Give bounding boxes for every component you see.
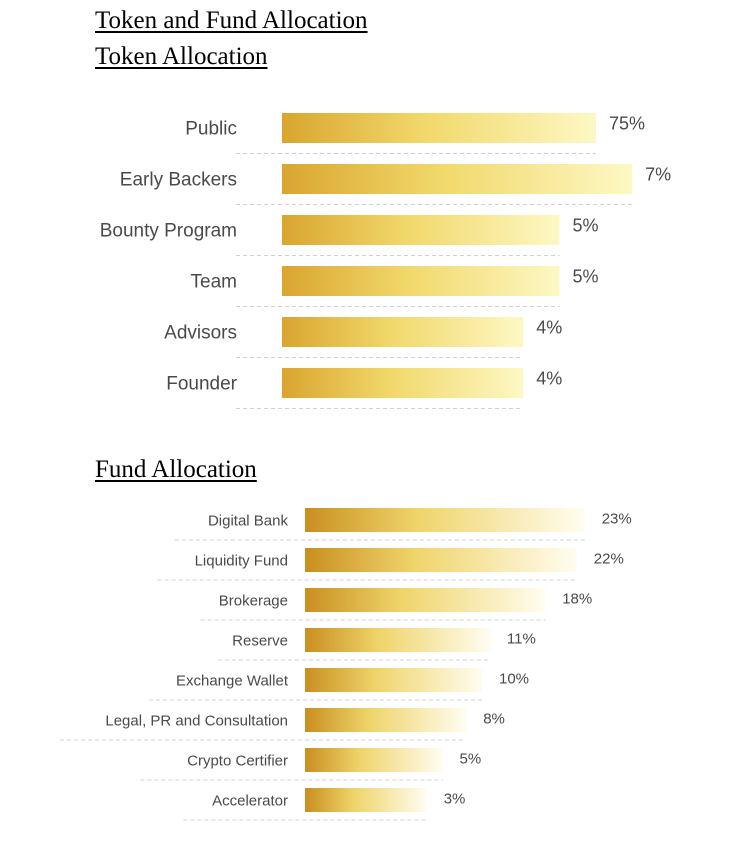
fund-value-label: 8% (483, 710, 505, 727)
fund-value-label: 5% (460, 750, 482, 767)
token-value-label: 4% (536, 317, 562, 337)
fund-bar (305, 628, 490, 652)
fund-category-label: Legal, PR and Consultation (105, 712, 288, 729)
token-bar (282, 215, 560, 245)
token-category-label: Early Backers (120, 170, 237, 191)
fund-value-label: 18% (562, 590, 592, 607)
token-category-label: Bounty Program (100, 221, 237, 242)
token-bar (282, 368, 524, 398)
fund-category-label: Reserve (232, 632, 288, 649)
fund-value-label: 10% (499, 670, 529, 687)
token-value-label: 4% (536, 368, 562, 388)
fund-category-label: Accelerator (212, 792, 288, 809)
token-category-label: Founder (166, 374, 237, 395)
fund-bar (305, 508, 585, 532)
fund-bar (305, 668, 482, 692)
fund-bar (305, 588, 546, 612)
token-allocation-title: Token Allocation (95, 43, 268, 70)
fund-value-label: 22% (594, 550, 624, 567)
fund-bar (305, 548, 577, 572)
token-category-label: Advisors (164, 323, 237, 344)
token-bar (282, 266, 560, 296)
fund-category-label: Brokerage (219, 592, 288, 609)
fund-value-label: 11% (507, 630, 536, 647)
token-value-label: 5% (573, 266, 599, 286)
fund-value-label: 3% (444, 790, 466, 807)
fund-category-label: Crypto Certifier (187, 752, 288, 769)
token-value-label: 75% (609, 113, 645, 133)
fund-bar (305, 708, 467, 732)
token-bar (282, 317, 524, 347)
fund-bar (305, 788, 427, 812)
page-title: Token and Fund Allocation (95, 7, 368, 34)
token-value-label: 7% (645, 164, 671, 184)
fund-category-label: Digital Bank (208, 512, 289, 529)
fund-category-label: Liquidity Fund (195, 552, 288, 569)
token-bar (282, 164, 633, 194)
fund-category-label: Exchange Wallet (176, 672, 289, 689)
token-value-label: 5% (573, 215, 599, 235)
fund-allocation-title: Fund Allocation (95, 456, 257, 483)
token-category-label: Public (185, 119, 237, 140)
token-bar (282, 113, 596, 143)
fund-bar (305, 748, 443, 772)
fund-value-label: 23% (602, 510, 632, 527)
token-category-label: Team (191, 272, 237, 293)
